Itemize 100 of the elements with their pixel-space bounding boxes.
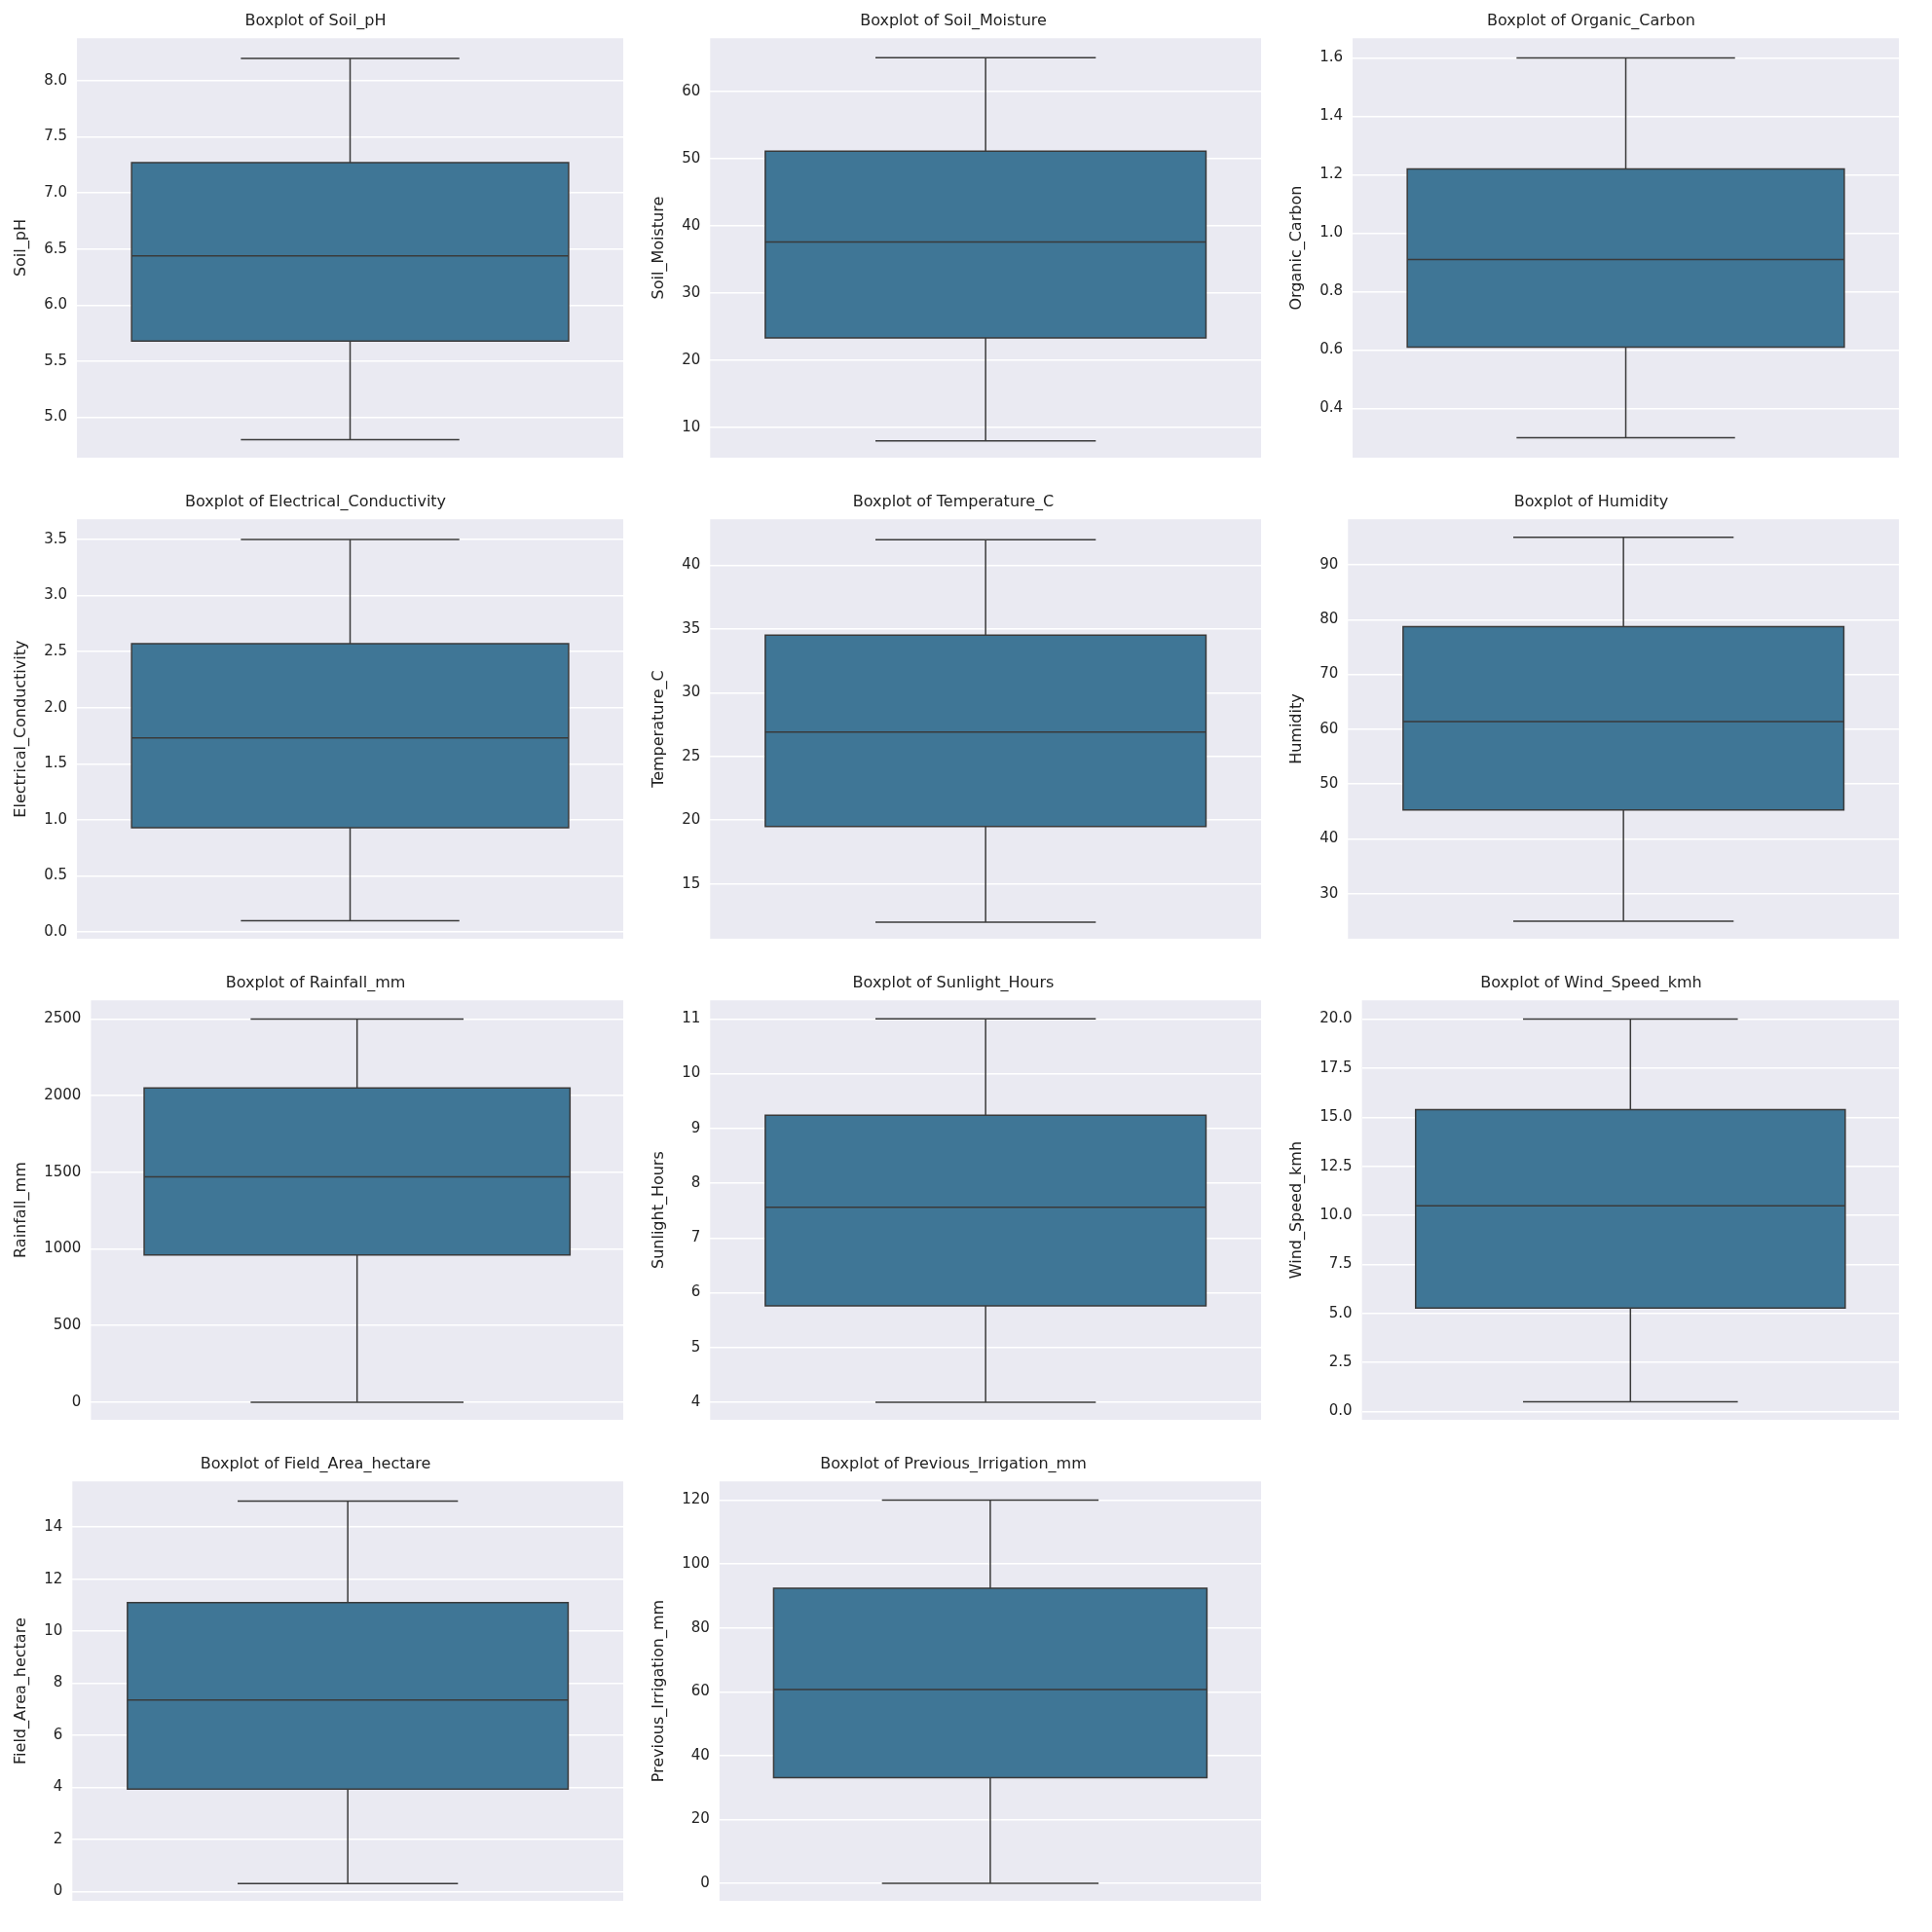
y-tick-label: 2.5 bbox=[44, 642, 68, 660]
y-tick-label: 100 bbox=[682, 1554, 710, 1572]
y-tick-label: 7.0 bbox=[44, 183, 68, 202]
y-tick-label: 10.0 bbox=[1319, 1205, 1353, 1223]
y-axis-title: Humidity bbox=[1285, 693, 1305, 764]
y-tick-label: 12.5 bbox=[1319, 1156, 1353, 1174]
chart-title: Boxplot of Soil_pH bbox=[244, 10, 387, 30]
y-tick-label: 8 bbox=[690, 1172, 701, 1191]
y-tick-label: 90 bbox=[1319, 554, 1339, 573]
y-tick-label: 60 bbox=[1319, 719, 1339, 737]
y-tick-label: 0 bbox=[700, 1873, 710, 1891]
y-tick-label: 5.0 bbox=[1328, 1303, 1353, 1321]
y-tick-label: 120 bbox=[682, 1490, 710, 1508]
y-tick-label: 7.5 bbox=[44, 127, 68, 145]
y-tick-label: 500 bbox=[53, 1316, 82, 1334]
y-tick-label: 0.6 bbox=[1319, 340, 1344, 358]
y-tick-label: 10 bbox=[44, 1621, 63, 1640]
y-axis-title: Rainfall_mm bbox=[10, 1162, 30, 1258]
y-tick-label: 1.0 bbox=[44, 809, 68, 828]
y-tick-label: 8.0 bbox=[44, 70, 68, 89]
y-tick-label: 7 bbox=[690, 1228, 701, 1246]
chart-title: Boxplot of Wind_Speed_kmh bbox=[1480, 972, 1702, 992]
y-tick-label: 70 bbox=[1319, 664, 1339, 683]
y-tick-label: 0 bbox=[53, 1881, 63, 1900]
y-tick-label: 6 bbox=[690, 1282, 701, 1301]
y-tick-label: 11 bbox=[682, 1009, 701, 1027]
y-axis-title: Organic_Carbon bbox=[1285, 185, 1306, 311]
chart-title: Boxplot of Field_Area_hectare bbox=[200, 1453, 431, 1473]
y-tick-label: 80 bbox=[690, 1617, 710, 1636]
chart-title: Boxplot of Humidity bbox=[1513, 491, 1669, 510]
y-axis-title: Soil_pH bbox=[10, 219, 30, 278]
y-tick-label: 2000 bbox=[44, 1086, 82, 1104]
y-tick-label: 30 bbox=[1319, 883, 1339, 902]
y-tick-label: 20 bbox=[682, 810, 701, 829]
y-tick-label: 3.5 bbox=[44, 529, 68, 547]
y-tick-label: 1.5 bbox=[44, 754, 68, 772]
y-tick-label: 6 bbox=[53, 1725, 63, 1743]
y-axis-title: Electrical_Conductivity bbox=[10, 640, 30, 818]
y-tick-label: 40 bbox=[682, 555, 701, 574]
y-tick-label: 40 bbox=[1319, 829, 1339, 847]
y-tick-label: 1500 bbox=[44, 1162, 82, 1180]
y-tick-label: 10 bbox=[682, 417, 701, 435]
y-tick-label: 2 bbox=[53, 1829, 63, 1847]
chart-title: Boxplot of Previous_Irrigation_mm bbox=[820, 1453, 1087, 1473]
y-tick-label: 30 bbox=[682, 282, 701, 301]
y-tick-label: 0.0 bbox=[44, 921, 68, 940]
y-tick-label: 40 bbox=[690, 1745, 710, 1764]
y-axis-title: Temperature_C bbox=[648, 670, 668, 789]
y-tick-label: 14 bbox=[44, 1517, 63, 1536]
y-axis-title: Soil_Moisture bbox=[648, 196, 668, 300]
chart-title: Boxplot of Temperature_C bbox=[852, 491, 1055, 511]
y-tick-label: 25 bbox=[682, 746, 701, 764]
y-tick-label: 8 bbox=[53, 1673, 63, 1691]
y-tick-label: 17.5 bbox=[1319, 1058, 1353, 1076]
y-tick-label: 6.0 bbox=[44, 295, 68, 314]
y-tick-label: 2.5 bbox=[1328, 1353, 1353, 1371]
y-tick-label: 15.0 bbox=[1319, 1107, 1353, 1126]
chart-title: Boxplot of Organic_Carbon bbox=[1487, 10, 1695, 30]
chart-title: Boxplot of Soil_Moisture bbox=[860, 10, 1047, 30]
y-tick-label: 1000 bbox=[44, 1239, 82, 1257]
y-tick-label: 60 bbox=[690, 1682, 710, 1700]
y-axis-title: Field_Area_hectare bbox=[10, 1617, 30, 1765]
y-tick-label: 35 bbox=[682, 618, 701, 637]
y-tick-label: 2.0 bbox=[44, 697, 68, 716]
y-axis-title: Wind_Speed_kmh bbox=[1285, 1140, 1306, 1280]
y-tick-label: 1.6 bbox=[1319, 48, 1344, 66]
y-axis-title: Sunlight_Hours bbox=[648, 1151, 668, 1269]
y-tick-label: 5.0 bbox=[44, 407, 68, 426]
y-tick-label: 50 bbox=[682, 148, 701, 167]
y-tick-label: 7.5 bbox=[1328, 1254, 1353, 1273]
y-tick-label: 6.5 bbox=[44, 239, 68, 257]
y-tick-label: 1.0 bbox=[1319, 223, 1344, 242]
y-tick-label: 4 bbox=[690, 1392, 701, 1410]
y-tick-label: 0.4 bbox=[1319, 398, 1344, 417]
y-tick-label: 0.5 bbox=[44, 866, 68, 884]
y-tick-label: 10 bbox=[682, 1063, 701, 1082]
y-tick-label: 30 bbox=[682, 683, 701, 701]
y-tick-label: 5 bbox=[690, 1337, 701, 1356]
y-tick-label: 50 bbox=[1319, 774, 1339, 793]
y-tick-label: 15 bbox=[682, 873, 701, 892]
y-tick-label: 0 bbox=[71, 1392, 82, 1410]
y-axis-title: Previous_Irrigation_mm bbox=[648, 1599, 668, 1783]
y-tick-label: 20 bbox=[682, 350, 701, 368]
chart-title: Boxplot of Sunlight_Hours bbox=[852, 972, 1055, 992]
y-tick-label: 3.0 bbox=[44, 585, 68, 604]
y-tick-label: 0.8 bbox=[1319, 281, 1344, 300]
y-tick-label: 5.5 bbox=[44, 351, 68, 369]
y-tick-label: 1.4 bbox=[1319, 106, 1344, 125]
y-tick-label: 80 bbox=[1319, 610, 1339, 628]
y-tick-label: 0.0 bbox=[1328, 1401, 1353, 1420]
y-tick-label: 20.0 bbox=[1319, 1009, 1353, 1027]
y-tick-label: 40 bbox=[682, 215, 701, 234]
y-tick-label: 9 bbox=[690, 1118, 701, 1136]
y-tick-label: 12 bbox=[44, 1569, 63, 1587]
y-tick-label: 60 bbox=[682, 81, 701, 99]
y-tick-label: 2500 bbox=[44, 1009, 82, 1027]
y-tick-label: 4 bbox=[53, 1777, 63, 1796]
chart-title: Boxplot of Electrical_Conductivity bbox=[184, 491, 447, 511]
y-tick-label: 1.2 bbox=[1319, 165, 1344, 183]
chart-title: Boxplot of Rainfall_mm bbox=[225, 972, 406, 992]
